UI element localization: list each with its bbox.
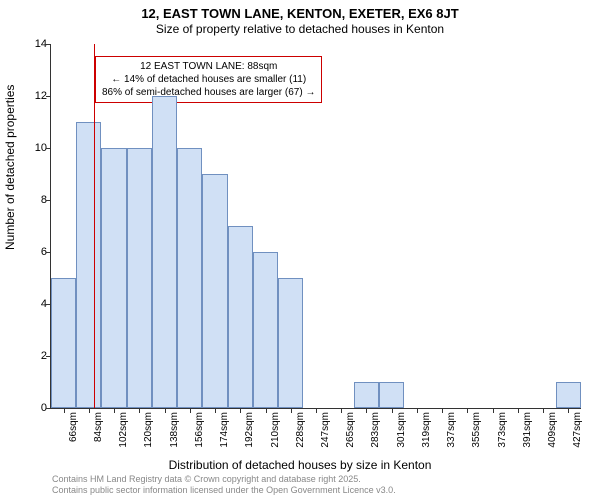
x-tick-label: 174sqm <box>219 412 230 448</box>
histogram-bar <box>354 382 379 408</box>
x-tick-label: 301sqm <box>396 412 407 448</box>
y-tick-mark <box>46 408 51 409</box>
x-tick-mark <box>89 408 90 413</box>
histogram-bar <box>556 382 581 408</box>
footer-line-2: Contains public sector information licen… <box>52 485 396 496</box>
x-tick-label: 66sqm <box>68 412 79 442</box>
x-tick-mark <box>266 408 267 413</box>
x-tick-label: 138sqm <box>169 412 180 448</box>
histogram-bar <box>228 226 253 408</box>
x-tick-label: 120sqm <box>143 412 154 448</box>
x-tick-mark <box>392 408 393 413</box>
chart-title-main: 12, EAST TOWN LANE, KENTON, EXETER, EX6 … <box>0 6 600 21</box>
y-tick-mark <box>46 96 51 97</box>
x-tick-label: 228sqm <box>295 412 306 448</box>
x-tick-mark <box>139 408 140 413</box>
y-axis-label: Number of detached properties <box>3 85 17 250</box>
x-tick-mark <box>291 408 292 413</box>
y-tick-mark <box>46 252 51 253</box>
y-tick-mark <box>46 44 51 45</box>
histogram-bar <box>101 148 126 408</box>
x-tick-mark <box>240 408 241 413</box>
x-tick-mark <box>366 408 367 413</box>
chart-container: 12, EAST TOWN LANE, KENTON, EXETER, EX6 … <box>0 0 600 500</box>
x-tick-label: 247sqm <box>320 412 331 448</box>
x-tick-mark <box>543 408 544 413</box>
histogram-bar <box>202 174 227 408</box>
x-tick-label: 192sqm <box>244 412 255 448</box>
x-tick-label: 84sqm <box>93 412 104 442</box>
histogram-bar <box>278 278 303 408</box>
x-tick-mark <box>568 408 569 413</box>
x-tick-label: 210sqm <box>270 412 281 448</box>
histogram-bar <box>379 382 404 408</box>
histogram-bar <box>51 278 76 408</box>
x-tick-mark <box>493 408 494 413</box>
x-tick-label: 319sqm <box>421 412 432 448</box>
x-tick-mark <box>341 408 342 413</box>
y-tick-mark <box>46 200 51 201</box>
footer-line-1: Contains HM Land Registry data © Crown c… <box>52 474 396 485</box>
x-tick-mark <box>114 408 115 413</box>
plot-area: 12 EAST TOWN LANE: 88sqm ← 14% of detach… <box>50 44 581 409</box>
x-tick-mark <box>442 408 443 413</box>
x-tick-mark <box>190 408 191 413</box>
x-tick-mark <box>316 408 317 413</box>
annotation-line-1: ← 14% of detached houses are smaller (11… <box>102 73 315 86</box>
footer-text: Contains HM Land Registry data © Crown c… <box>52 474 396 496</box>
x-tick-label: 265sqm <box>345 412 356 448</box>
x-tick-mark <box>467 408 468 413</box>
x-tick-label: 409sqm <box>547 412 558 448</box>
x-tick-mark <box>417 408 418 413</box>
reference-line <box>94 44 95 408</box>
x-tick-mark <box>165 408 166 413</box>
annotation-title: 12 EAST TOWN LANE: 88sqm <box>102 60 315 73</box>
annotation-line-2: 86% of semi-detached houses are larger (… <box>102 86 315 99</box>
x-axis-label: Distribution of detached houses by size … <box>0 458 600 472</box>
histogram-bar <box>253 252 278 408</box>
x-tick-label: 156sqm <box>194 412 205 448</box>
x-tick-label: 102sqm <box>118 412 129 448</box>
x-tick-label: 355sqm <box>471 412 482 448</box>
x-tick-mark <box>215 408 216 413</box>
x-tick-label: 391sqm <box>522 412 533 448</box>
histogram-bar <box>152 96 177 408</box>
x-tick-mark <box>64 408 65 413</box>
x-tick-mark <box>518 408 519 413</box>
histogram-bar <box>177 148 202 408</box>
histogram-bar <box>76 122 101 408</box>
annotation-box: 12 EAST TOWN LANE: 88sqm ← 14% of detach… <box>95 56 322 103</box>
x-tick-label: 427sqm <box>572 412 583 448</box>
y-tick-mark <box>46 148 51 149</box>
x-tick-label: 373sqm <box>497 412 508 448</box>
x-tick-label: 283sqm <box>370 412 381 448</box>
histogram-bar <box>127 148 152 408</box>
x-tick-label: 337sqm <box>446 412 457 448</box>
chart-title-sub: Size of property relative to detached ho… <box>0 22 600 36</box>
